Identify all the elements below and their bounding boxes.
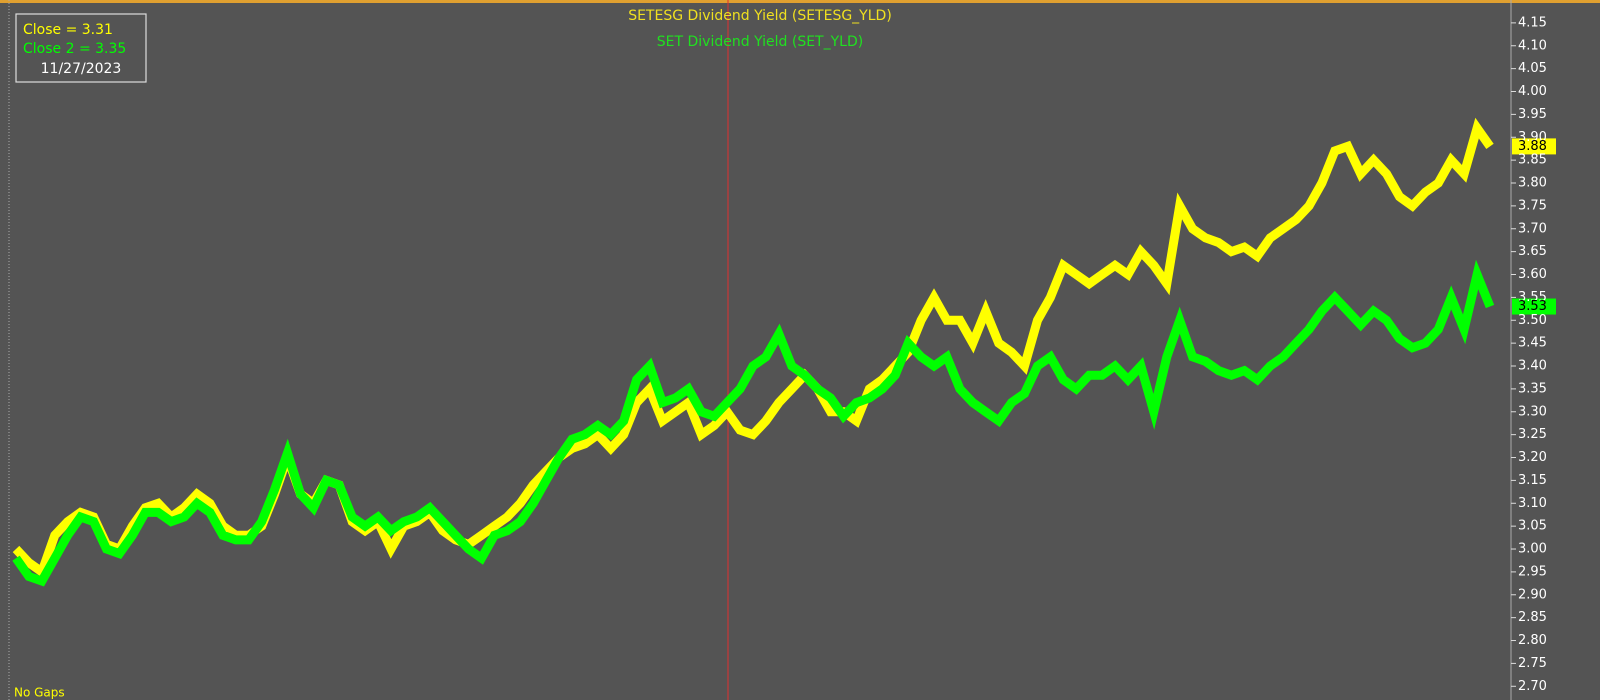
y-tick-label: 2.85: [1518, 610, 1547, 625]
last-value-tag: [1512, 138, 1556, 155]
last-value-label: 3.88: [1518, 139, 1547, 154]
y-tick-label: 3.90: [1518, 130, 1547, 145]
y-tick-label: 3.65: [1518, 244, 1547, 259]
crosshair-legend-entry: Close = 3.31: [23, 22, 113, 38]
series-title: SETESG Dividend Yield (SETESG_YLD): [628, 8, 892, 24]
y-tick-label: 3.75: [1518, 198, 1547, 213]
y-tick-label: 3.20: [1518, 450, 1547, 465]
y-tick-label: 3.85: [1518, 153, 1547, 168]
y-tick-label: 3.00: [1518, 542, 1547, 557]
y-tick-label: 3.70: [1518, 221, 1547, 236]
y-tick-label: 3.45: [1518, 336, 1547, 351]
y-tick-label: 3.05: [1518, 519, 1547, 534]
crosshair-legend-box: [15, 13, 147, 83]
last-value-tag: [1512, 298, 1556, 315]
crosshair-date: 11/27/2023: [41, 61, 122, 77]
y-tick-label: 3.80: [1518, 176, 1547, 191]
y-tick-label: 3.40: [1518, 359, 1547, 374]
series-title: SET Dividend Yield (SET_YLD): [657, 34, 863, 50]
y-tick-label: 4.00: [1518, 84, 1547, 99]
footnote: No Gaps: [14, 686, 65, 700]
crosshair-legend-entry: Close 2 = 3.35: [23, 41, 126, 57]
y-tick-label: 2.70: [1518, 679, 1547, 694]
y-tick-label: 3.35: [1518, 381, 1547, 396]
y-tick-label: 3.60: [1518, 267, 1547, 282]
y-tick-label: 3.25: [1518, 427, 1547, 442]
y-tick-label: 4.05: [1518, 61, 1547, 76]
y-tick-label: 2.90: [1518, 587, 1547, 602]
last-value-label: 3.53: [1518, 299, 1547, 314]
y-tick-label: 4.10: [1518, 38, 1547, 53]
y-tick-label: 3.30: [1518, 404, 1547, 419]
y-tick-label: 2.80: [1518, 633, 1547, 648]
y-tick-label: 3.15: [1518, 473, 1547, 488]
y-tick-label: 4.15: [1518, 15, 1547, 30]
y-tick-label: 2.75: [1518, 656, 1547, 671]
y-tick-label: 3.10: [1518, 496, 1547, 511]
line: [12, 259, 1495, 587]
y-tick-label: 3.50: [1518, 313, 1547, 328]
y-tick-label: 3.95: [1518, 107, 1547, 122]
y-tick-label: 2.95: [1518, 564, 1547, 579]
y-tick-label: 3.55: [1518, 290, 1547, 305]
